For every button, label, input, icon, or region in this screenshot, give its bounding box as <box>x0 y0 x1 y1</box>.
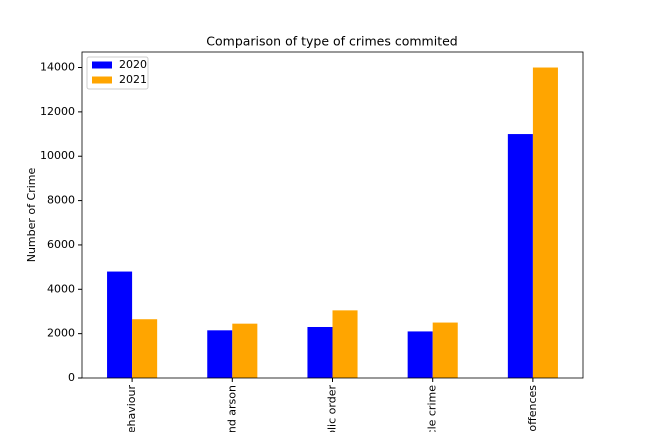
legend-label: 2021 <box>119 73 147 86</box>
y-tick-label: 0 <box>68 371 75 384</box>
bar <box>332 310 358 378</box>
x-tick-label: nd arson <box>225 385 238 432</box>
y-tick-label: 6000 <box>47 238 75 251</box>
chart-title: Comparison of type of crimes commited <box>206 34 457 49</box>
y-tick-label: 8000 <box>47 194 75 207</box>
y-tick-label: 14000 <box>40 61 75 74</box>
bar <box>307 326 333 378</box>
y-tick-label: 4000 <box>47 282 75 295</box>
bar <box>532 67 558 379</box>
y-axis-label: Number of Crime <box>25 168 38 263</box>
legend-swatch <box>92 61 112 69</box>
plot-frame <box>81 51 584 379</box>
x-tick-label: cle crime <box>426 385 439 432</box>
x-tick-label: behaviour <box>125 385 138 432</box>
legend-swatch <box>92 76 112 84</box>
bar <box>507 134 533 378</box>
bar <box>432 322 458 378</box>
y-tick-label: 10000 <box>40 149 75 162</box>
x-tick-label: offences <box>526 385 539 432</box>
bar <box>232 323 258 378</box>
bar <box>132 319 158 378</box>
bar <box>107 271 133 378</box>
y-tick-label: 2000 <box>47 327 75 340</box>
x-tick-label: blic order <box>326 385 339 432</box>
y-tick-label: 12000 <box>40 105 75 118</box>
bar <box>207 330 233 378</box>
legend-label: 2020 <box>119 58 147 71</box>
bar <box>407 331 433 378</box>
